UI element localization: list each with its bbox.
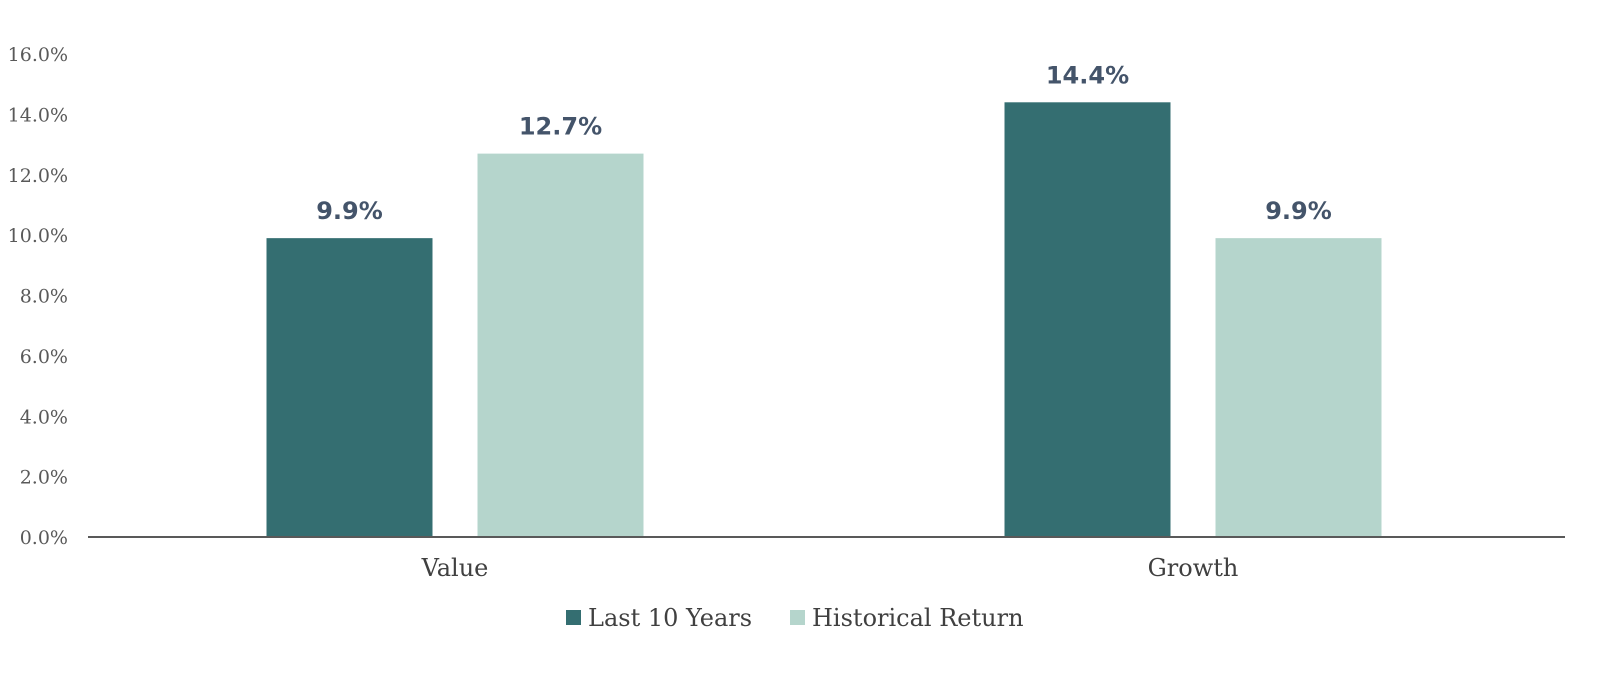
y-tick-label: 8.0% (20, 286, 68, 308)
bar-value-last-10-years (266, 238, 433, 538)
y-axis-ticks: 0.0% 2.0% 4.0% 6.0% 8.0% 10.0% 12.0% 14.0% 16.0% (8, 44, 68, 549)
bar-value-historical-return (477, 153, 644, 537)
y-tick-label: 10.0% (8, 225, 68, 247)
y-tick-label: 2.0% (20, 467, 68, 489)
data-labels: 9.9% 12.7% 14.4% 9.9% (316, 61, 1332, 225)
y-tick-label: 6.0% (20, 346, 68, 368)
legend: Last 10 Years Historical Return (566, 604, 1024, 632)
y-tick-label: 16.0% (8, 44, 68, 66)
bar-growth-historical-return (1215, 238, 1382, 538)
bar-growth-last-10-years (1004, 102, 1171, 538)
data-label: 14.4% (1046, 61, 1129, 89)
bars (266, 102, 1382, 538)
legend-swatch-historical-return (790, 610, 805, 625)
y-tick-label: 4.0% (20, 406, 68, 428)
y-tick-label: 12.0% (8, 165, 68, 187)
data-label: 9.9% (1265, 197, 1332, 225)
y-tick-label: 0.0% (20, 527, 68, 549)
category-label-value: Value (421, 554, 489, 582)
legend-label: Last 10 Years (588, 604, 752, 632)
y-tick-label: 14.0% (8, 104, 68, 126)
legend-label: Historical Return (812, 604, 1024, 632)
data-label: 9.9% (316, 197, 383, 225)
category-labels: Value Growth (421, 554, 1239, 582)
data-label: 12.7% (519, 113, 602, 141)
category-label-growth: Growth (1148, 554, 1239, 582)
legend-swatch-last-10-years (566, 610, 581, 625)
